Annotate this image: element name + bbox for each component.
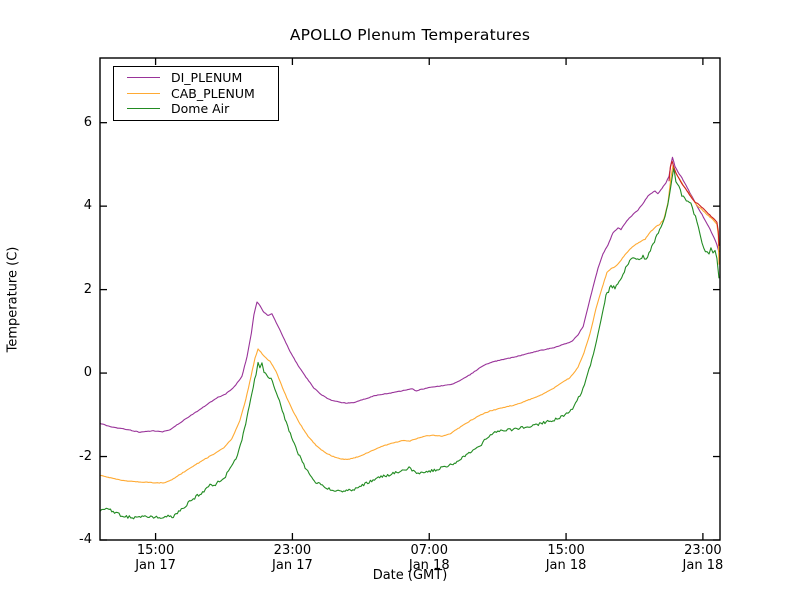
y-tick-label: 0 [83, 365, 92, 381]
legend-label: CAB_PLENUM [171, 85, 255, 101]
x-tick-time: 23:00 [273, 543, 312, 558]
x-tick-date: Jan 17 [272, 558, 313, 573]
x-tick-time: 15:00 [136, 543, 175, 558]
series-line-CAB_PLENUM [99, 164, 720, 484]
x-tick-label: 15:00 Jan 17 [111, 543, 201, 573]
x-tick-date: Jan 18 [682, 558, 724, 573]
x-tick-label: 23:00 Jan 18 [658, 543, 748, 573]
legend-entry: Dome Air [127, 101, 278, 117]
x-tick-date: Jan 18 [408, 558, 450, 573]
y-tick-label: -2 [79, 448, 92, 464]
axes-spines [99, 57, 721, 541]
y-tick-label: -4 [79, 532, 92, 547]
x-tick-label: 23:00 Jan 17 [247, 543, 337, 573]
legend-line-swatch [127, 92, 160, 94]
y-tick-label: 2 [83, 281, 92, 297]
series-line-unlabeled-red [668, 160, 720, 246]
x-tick-label: 07:00 Jan 18 [384, 543, 474, 573]
x-tick-date: Jan 18 [545, 558, 587, 573]
y-tick-label: 6 [83, 114, 92, 130]
series-line-DI_PLENUM [99, 156, 720, 433]
y-tick-label: 4 [83, 198, 92, 214]
series-line-Dome-Air [99, 167, 720, 520]
legend-line-swatch [127, 77, 160, 79]
x-tick-label: 15:00 Jan 18 [521, 543, 611, 573]
legend-line-swatch [127, 108, 160, 110]
x-tick-date: Jan 17 [135, 558, 176, 573]
x-tick-time: 15:00 [547, 543, 585, 558]
chart-title: APOLLO Plenum Temperatures [289, 26, 531, 44]
x-axis-label: Date (GMT) [372, 568, 448, 583]
y-axis-label: Temperature (C) [5, 246, 21, 353]
legend-entry: CAB_PLENUM [127, 86, 278, 102]
x-tick-time: 07:00 [410, 543, 448, 558]
legend-label: Dome Air [171, 101, 230, 117]
legend-box: DI_PLENUM CAB_PLENUM Dome Air [113, 66, 279, 121]
legend-label: DI_PLENUM [171, 70, 243, 86]
x-tick-time: 23:00 [684, 543, 722, 558]
legend-entry: DI_PLENUM [127, 70, 278, 86]
